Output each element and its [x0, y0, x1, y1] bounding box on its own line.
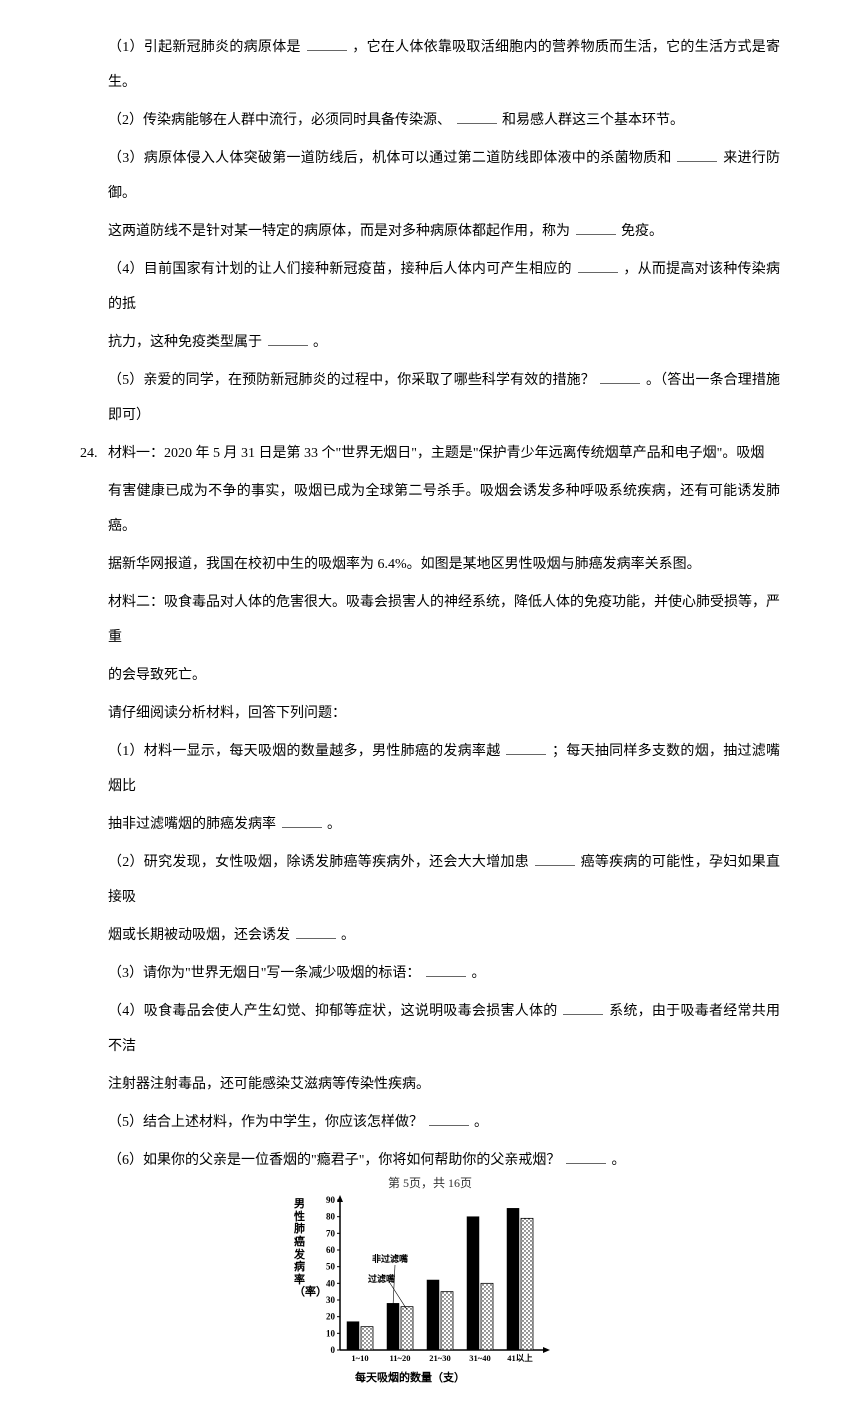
svg-text:30: 30: [326, 1295, 336, 1305]
svg-text:非过滤嘴: 非过滤嘴: [372, 1253, 408, 1264]
svg-text:50: 50: [326, 1262, 336, 1272]
text: （3）病原体侵入人体突破第一道防线后，机体可以通过第二道防线即体液中的杀菌物质和: [108, 151, 672, 166]
text: （2）传染病能够在人群中流行，必须同时具备传染源、: [108, 113, 451, 128]
q23-4b: 抗力，这种免疫类型属于 。: [80, 325, 780, 360]
q24-material1-c: 据新华网报道，我国在校初中生的吸烟率为 6.4%。如图是某地区男性吸烟与肺癌发病…: [80, 547, 780, 582]
text: 。: [471, 966, 485, 981]
text: （1）引起新冠肺炎的病原体是: [108, 40, 301, 55]
blank: [600, 367, 640, 384]
blank: [282, 811, 322, 828]
q24-material1-b: 有害健康已成为不争的事实，吸烟已成为全球第二号杀手。吸烟会诱发多种呼吸系统疾病，…: [80, 474, 780, 544]
chart-container: 男性肺癌发病率（率） 01020304050607080901~1011~202…: [80, 1190, 780, 1390]
text: （5）亲爱的同学，在预防新冠肺炎的过程中，你采取了哪些科学有效的措施？: [108, 373, 595, 388]
svg-text:40: 40: [326, 1278, 336, 1288]
text: 免疫。: [621, 224, 663, 239]
svg-text:31~40: 31~40: [469, 1353, 490, 1363]
text: （4）吸食毒品会使人产生幻觉、抑郁等症状，这说明吸毒会损害人体的: [108, 1004, 558, 1019]
y-axis-label: 男性肺癌发病率（率）: [294, 1198, 308, 1299]
text: 这两道防线不是针对某一特定的病原体，而是对多种病原体都起作用，称为: [108, 224, 570, 239]
q24-5: （5）结合上述材料，作为中学生，你应该怎样做？ 。: [80, 1105, 780, 1140]
svg-text:11~20: 11~20: [390, 1353, 411, 1363]
svg-text:20: 20: [326, 1312, 336, 1322]
text: （4）目前国家有计划的让人们接种新冠疫苗，接种后人体内可产生相应的: [108, 262, 572, 277]
blank: [578, 256, 618, 273]
q23-3a: （3）病原体侵入人体突破第一道防线后，机体可以通过第二道防线即体液中的杀菌物质和…: [80, 141, 780, 211]
question-number: 24.: [80, 436, 108, 471]
q23-4a: （4）目前国家有计划的让人们接种新冠疫苗，接种后人体内可产生相应的 ，从而提高对…: [80, 252, 780, 322]
text: 抽非过滤嘴烟的肺癌发病率: [108, 817, 276, 832]
blank: [506, 738, 546, 755]
chart-svg: 01020304050607080901~1011~2021~3031~4041…: [300, 1190, 560, 1390]
blank: [307, 34, 347, 51]
q24-intro: 请仔细阅读分析材料，回答下列问题：: [80, 696, 780, 731]
svg-text:过滤嘴: 过滤嘴: [368, 1273, 395, 1284]
q24-3: （3）请你为"世界无烟日"写一条减少吸烟的标语： 。: [80, 956, 780, 991]
text: 和易感人群这三个基本环节。: [502, 113, 684, 128]
q24-material2-a: 材料二：吸食毒品对人体的危害很大。吸毒会损害人的神经系统，降低人体的免疫功能，并…: [80, 585, 780, 655]
q24-4a: （4）吸食毒品会使人产生幻觉、抑郁等症状，这说明吸毒会损害人体的 系统，由于吸毒…: [80, 994, 780, 1064]
q24-4b: 注射器注射毒品，还可能感染艾滋病等传染性疾病。: [80, 1067, 780, 1102]
q24-material1-a: 24. 材料一：2020 年 5 月 31 日是第 33 个"世界无烟日"，主题…: [80, 436, 780, 471]
q24-1b: 抽非过滤嘴烟的肺癌发病率 。: [80, 807, 780, 842]
q24-1a: （1）材料一显示，每天吸烟的数量越多，男性肺癌的发病率越 ；每天抽同样多支数的烟…: [80, 734, 780, 804]
q23-2: （2）传染病能够在人群中流行，必须同时具备传染源、 和易感人群这三个基本环节。: [80, 103, 780, 138]
blank: [296, 922, 336, 939]
blank: [563, 998, 603, 1015]
svg-text:21~30: 21~30: [429, 1353, 450, 1363]
page-footer: 第 5页，共 16页: [0, 1168, 860, 1198]
text: 。: [341, 928, 355, 943]
text: （2）研究发现，女性吸烟，除诱发肺癌等疾病外，还会大大增加患: [108, 855, 529, 870]
blank: [426, 960, 466, 977]
bar-chart: 男性肺癌发病率（率） 01020304050607080901~1011~202…: [300, 1190, 560, 1390]
q24-material2-b: 的会导致死亡。: [80, 658, 780, 693]
text: 。: [474, 1115, 488, 1130]
blank: [576, 218, 616, 235]
text: （5）结合上述材料，作为中学生，你应该怎样做？: [108, 1115, 423, 1130]
blank: [677, 145, 717, 162]
svg-text:0: 0: [331, 1345, 336, 1355]
blank: [268, 329, 308, 346]
text: 烟或长期被动吸烟，还会诱发: [108, 928, 290, 943]
text: 。: [611, 1153, 625, 1168]
svg-text:80: 80: [326, 1212, 336, 1222]
blank: [429, 1109, 469, 1126]
svg-text:10: 10: [326, 1328, 336, 1338]
q23-3b: 这两道防线不是针对某一特定的病原体，而是对多种病原体都起作用，称为 免疫。: [80, 214, 780, 249]
q24-2a: （2）研究发现，女性吸烟，除诱发肺癌等疾病外，还会大大增加患 癌等疾病的可能性，…: [80, 845, 780, 915]
blank: [566, 1147, 606, 1164]
blank: [457, 107, 497, 124]
text: 抗力，这种免疫类型属于: [108, 335, 262, 350]
q23-5: （5）亲爱的同学，在预防新冠肺炎的过程中，你采取了哪些科学有效的措施？ 。（答出…: [80, 363, 780, 433]
svg-text:70: 70: [326, 1228, 336, 1238]
text: 材料一：2020 年 5 月 31 日是第 33 个"世界无烟日"，主题是"保护…: [108, 436, 780, 471]
svg-text:41以上: 41以上: [507, 1353, 533, 1363]
text: （1）材料一显示，每天吸烟的数量越多，男性肺癌的发病率越: [108, 744, 500, 759]
svg-text:1~10: 1~10: [351, 1353, 368, 1363]
svg-text:60: 60: [326, 1245, 336, 1255]
q23-1: （1）引起新冠肺炎的病原体是 ，它在人体依靠吸取活细胞内的营养物质而生活，它的生…: [80, 30, 780, 100]
text: （3）请你为"世界无烟日"写一条减少吸烟的标语：: [108, 966, 420, 981]
blank: [535, 849, 575, 866]
text: 。: [313, 335, 327, 350]
text: （6）如果你的父亲是一位香烟的"瘾君子"，你将如何帮助你的父亲戒烟？: [108, 1153, 560, 1168]
text: 。: [327, 817, 341, 832]
x-axis-label: 每天吸烟的数量（支）: [355, 1365, 465, 1393]
q24-2b: 烟或长期被动吸烟，还会诱发 。: [80, 918, 780, 953]
